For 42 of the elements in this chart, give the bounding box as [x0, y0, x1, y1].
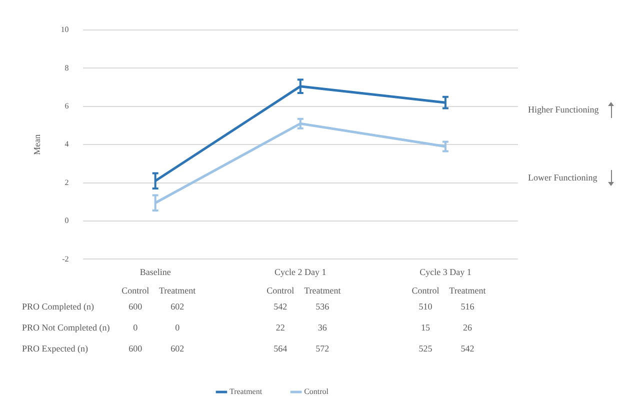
x-tick-label: Cycle 3 Day 1 [420, 266, 472, 277]
text: Control [122, 286, 150, 296]
text: PRO Expected (n) [22, 344, 88, 354]
text: Treatment [449, 286, 486, 296]
y-tick-label: 2 [64, 178, 69, 187]
text: 600 [128, 344, 143, 354]
x-tick-label: Cycle 2 Day 1 [274, 266, 326, 277]
text: 26 [462, 322, 472, 333]
text: Higher Functioning [528, 104, 600, 114]
text: PRO Not Completed (n) [22, 322, 110, 333]
legend-label: Control [304, 387, 330, 396]
text: 36 [318, 322, 328, 333]
x-tick-label: Baseline [140, 266, 171, 277]
y-tick-label: 10 [60, 25, 69, 34]
text: 516 [460, 302, 475, 312]
text: Treatment [304, 286, 341, 296]
y-axis-title: Mean [32, 134, 42, 155]
text: 510 [418, 302, 433, 312]
text: 22 [276, 322, 285, 333]
text: 542 [460, 344, 474, 354]
text: 536 [316, 302, 330, 312]
y-tick-label: 0 [64, 216, 69, 226]
text: PRO Completed (n) [22, 302, 94, 312]
text: 0 [175, 322, 180, 333]
y-tick-label: 8 [64, 63, 69, 72]
text: 564 [274, 344, 288, 354]
text: 542 [274, 302, 288, 312]
text: Control [266, 286, 294, 296]
text: 602 [170, 344, 184, 354]
text: Lower Functioning [528, 172, 598, 182]
text: 602 [170, 302, 184, 312]
text: Treatment [158, 286, 196, 296]
text: 0 [133, 322, 138, 333]
text: 525 [418, 344, 433, 354]
text: 15 [420, 322, 430, 333]
y-tick-label: 6 [64, 101, 69, 110]
text: 572 [316, 344, 330, 354]
y-tick-label: -2 [62, 254, 69, 264]
text: 600 [128, 302, 143, 312]
text: Control [412, 286, 440, 296]
legend-label: Treatment [229, 387, 263, 396]
y-tick-label: 4 [64, 140, 69, 149]
